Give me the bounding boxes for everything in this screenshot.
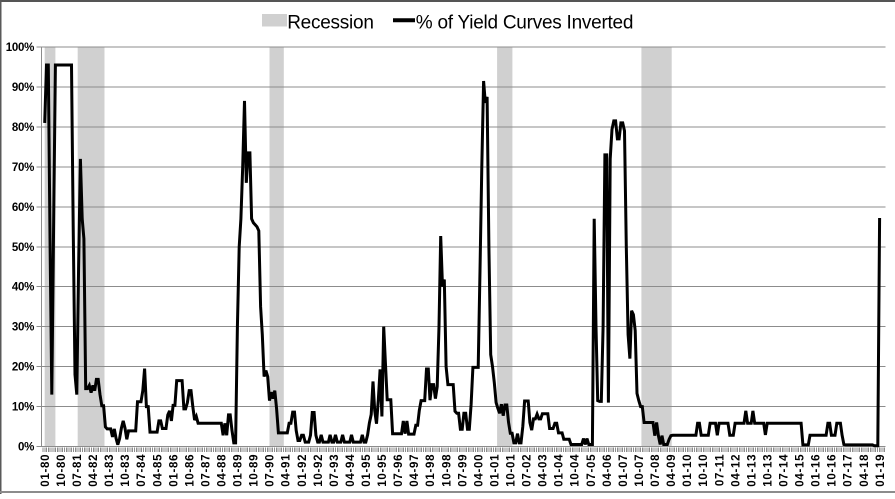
- svg-text:01-98: 01-98: [425, 454, 437, 487]
- svg-text:01-83: 01-83: [104, 454, 116, 487]
- svg-text:60%: 60%: [12, 202, 34, 214]
- svg-text:% of Yield Curves Inverted: % of Yield Curves Inverted: [416, 13, 633, 34]
- svg-text:07-81: 07-81: [72, 454, 84, 487]
- svg-text:04-88: 04-88: [217, 454, 229, 487]
- svg-text:10-01: 10-01: [506, 454, 518, 487]
- svg-text:04-85: 04-85: [152, 454, 164, 487]
- svg-text:10-04: 10-04: [570, 454, 582, 487]
- svg-text:07-99: 07-99: [457, 454, 469, 487]
- svg-text:01-80: 01-80: [40, 454, 52, 487]
- svg-text:04-09: 04-09: [666, 454, 678, 487]
- svg-text:01-01: 01-01: [490, 454, 502, 487]
- svg-text:04-06: 04-06: [602, 454, 614, 487]
- svg-text:40%: 40%: [12, 282, 34, 294]
- svg-text:10-13: 10-13: [762, 454, 774, 487]
- svg-text:01-04: 01-04: [554, 454, 566, 487]
- svg-text:04-18: 04-18: [859, 454, 871, 487]
- svg-text:10-98: 10-98: [441, 454, 453, 487]
- svg-text:01-92: 01-92: [297, 454, 309, 487]
- svg-text:10%: 10%: [12, 402, 34, 414]
- svg-text:07-02: 07-02: [522, 454, 534, 487]
- svg-text:10-10: 10-10: [698, 454, 710, 487]
- svg-text:04-15: 04-15: [795, 454, 807, 487]
- svg-text:01-89: 01-89: [233, 454, 245, 487]
- svg-text:0%: 0%: [18, 442, 34, 454]
- svg-text:04-94: 04-94: [345, 454, 357, 487]
- svg-text:100%: 100%: [6, 42, 34, 54]
- svg-text:10-07: 10-07: [634, 454, 646, 487]
- svg-text:10-16: 10-16: [827, 454, 839, 487]
- svg-text:07-84: 07-84: [136, 454, 148, 487]
- svg-text:07-14: 07-14: [779, 454, 791, 487]
- svg-text:90%: 90%: [12, 82, 34, 94]
- svg-text:07-11: 07-11: [714, 454, 726, 486]
- svg-text:10-92: 10-92: [313, 454, 325, 487]
- svg-text:04-00: 04-00: [473, 454, 485, 487]
- svg-text:04-82: 04-82: [88, 454, 100, 487]
- svg-text:01-07: 01-07: [618, 454, 630, 487]
- svg-text:07-17: 07-17: [843, 454, 855, 487]
- svg-text:04-12: 04-12: [730, 454, 742, 487]
- svg-text:10-86: 10-86: [184, 454, 196, 487]
- svg-text:01-16: 01-16: [811, 454, 823, 487]
- svg-text:50%: 50%: [12, 242, 34, 254]
- svg-text:07-08: 07-08: [650, 454, 662, 487]
- svg-text:01-13: 01-13: [746, 454, 758, 487]
- svg-text:01-95: 01-95: [361, 454, 373, 487]
- svg-text:01-10: 01-10: [682, 454, 694, 487]
- svg-text:07-05: 07-05: [586, 454, 598, 487]
- svg-text:70%: 70%: [12, 162, 34, 174]
- svg-text:80%: 80%: [12, 122, 34, 134]
- svg-text:07-93: 07-93: [329, 454, 341, 487]
- svg-text:01-19: 01-19: [875, 454, 887, 487]
- svg-text:10-80: 10-80: [56, 454, 68, 487]
- svg-text:Recession: Recession: [287, 13, 373, 34]
- svg-text:01-86: 01-86: [168, 454, 180, 487]
- svg-text:07-90: 07-90: [265, 454, 277, 487]
- svg-text:04-97: 04-97: [409, 454, 421, 487]
- svg-text:04-91: 04-91: [281, 454, 293, 487]
- svg-text:10-89: 10-89: [249, 454, 261, 487]
- svg-text:10-83: 10-83: [120, 454, 132, 487]
- svg-text:07-96: 07-96: [393, 454, 405, 487]
- svg-text:30%: 30%: [12, 322, 34, 334]
- svg-text:07-87: 07-87: [201, 454, 213, 487]
- svg-text:10-95: 10-95: [377, 454, 389, 487]
- svg-text:04-03: 04-03: [538, 454, 550, 487]
- svg-text:20%: 20%: [12, 362, 34, 374]
